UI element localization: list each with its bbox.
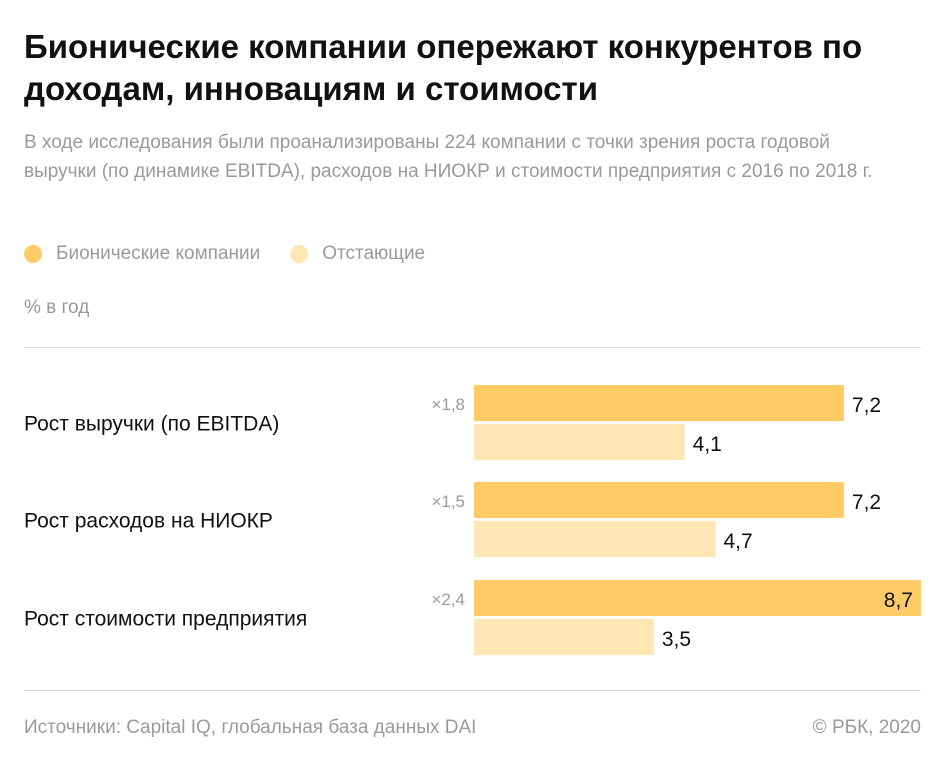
category-label: Рост расходов на НИОКР [24, 510, 273, 533]
multiplier-label: ×1,5 [431, 492, 465, 511]
multiplier-label: ×2,4 [431, 590, 465, 609]
bar-bionic [474, 385, 844, 421]
category-label: Рост стоимости предприятия [24, 608, 307, 631]
bottom-divider [24, 690, 921, 691]
bar-laggard [474, 424, 685, 460]
legend-label-laggard: Отстающие [322, 243, 426, 264]
chart-title: Бионические компании опережают конкурент… [24, 28, 863, 107]
legend-swatch-bionic [24, 245, 42, 263]
multiplier-label: ×1,8 [431, 395, 465, 414]
bar-bionic [474, 580, 921, 616]
value-label: 7,2 [852, 491, 881, 514]
value-label: 4,1 [693, 433, 722, 456]
value-label: 3,5 [662, 628, 691, 651]
value-label: 8,7 [884, 589, 913, 612]
legend-swatch-laggard [290, 245, 309, 263]
top-divider [24, 347, 921, 348]
chart-subtitle: В ходе исследования были проанализирован… [24, 132, 873, 182]
category-label: Рост выручки (по EBITDA) [24, 413, 279, 436]
copyright: © РБК, 2020 [812, 717, 921, 738]
unit-label: % в год [24, 297, 90, 318]
bar-laggard [474, 619, 654, 655]
bar-bionic [474, 482, 844, 518]
value-label: 7,2 [852, 394, 881, 417]
value-label: 4,7 [723, 530, 752, 553]
legend-label-bionic: Бионические компании [56, 243, 261, 264]
legend-item-bionic: Бионические компании [24, 243, 260, 265]
source-note: Источники: Capital IQ, глобальная база д… [24, 717, 477, 738]
legend-item-laggard: Отстающие [290, 243, 425, 265]
bar-laggard [474, 521, 716, 557]
legend: Бионические компании Отстающие [24, 243, 455, 265]
